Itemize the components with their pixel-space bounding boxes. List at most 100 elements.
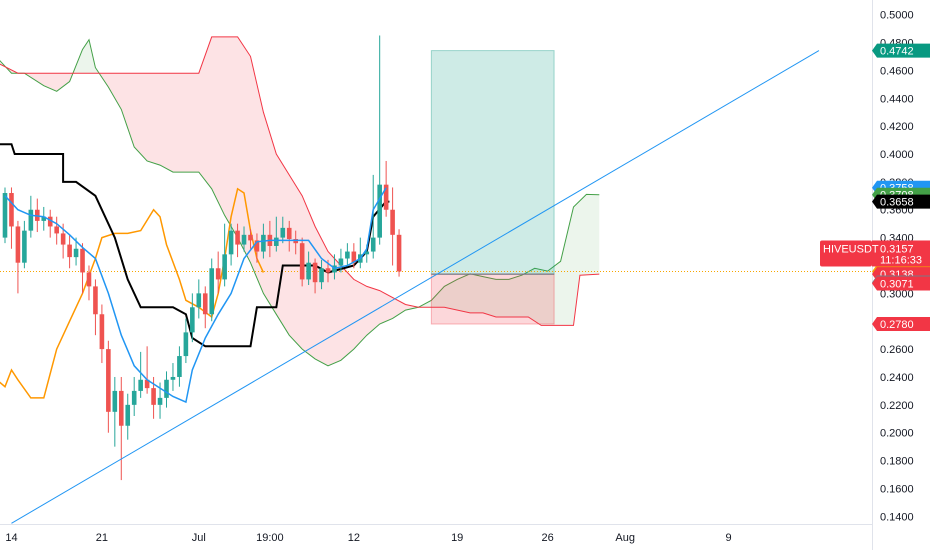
time-axis[interactable]: 14 21 Jul 19:00 12 19 26 Aug 9 <box>0 524 872 550</box>
price-tick-label: 0.5000 <box>880 10 914 22</box>
candle <box>99 304 105 364</box>
candle-body <box>99 314 105 350</box>
candle-body <box>202 293 208 315</box>
cloud-fill <box>100 36 419 366</box>
candle-body <box>93 286 98 315</box>
candle-body <box>364 251 370 255</box>
candle-body <box>390 209 395 235</box>
candle-body <box>118 390 124 426</box>
cloud-fill <box>26 69 75 92</box>
price-badge-label: 0.4742 <box>880 46 914 58</box>
candle <box>15 220 21 294</box>
candle-body <box>345 251 350 259</box>
candle-body <box>286 227 292 240</box>
time-tick-label: 14 <box>5 532 17 544</box>
candle-body <box>299 243 305 280</box>
trendline-line <box>11 50 820 524</box>
senkou-span-b <box>0 36 600 326</box>
tenkan-sen <box>4 187 387 404</box>
candle <box>22 220 27 269</box>
price-badge-bg <box>872 276 930 291</box>
price-tick-label: 0.1600 <box>880 483 914 495</box>
long-position-tool[interactable] <box>430 50 555 325</box>
candle <box>222 223 227 287</box>
candle-body <box>351 251 357 263</box>
candle <box>396 229 402 277</box>
time-tick-label: 21 <box>96 532 108 544</box>
candle-body <box>164 379 169 398</box>
time-tick-label: 19 <box>451 532 463 544</box>
candle <box>241 226 247 252</box>
candle-body <box>209 268 215 315</box>
candle-body <box>248 234 253 241</box>
symbol-price-label: 0.3157 <box>880 243 914 255</box>
countdown-label: 11:16:33 <box>880 254 922 266</box>
price-tick-label: 0.4400 <box>880 93 914 105</box>
candle-body <box>73 248 79 258</box>
candle <box>183 318 189 364</box>
trendline[interactable] <box>11 50 820 524</box>
candle <box>306 251 311 285</box>
candle-body <box>157 397 163 405</box>
price-tick-label: 0.2400 <box>880 372 914 384</box>
candle <box>106 340 111 433</box>
candles <box>2 35 402 481</box>
candle-body <box>274 237 279 246</box>
candle <box>177 346 182 387</box>
time-tick-label: 12 <box>348 532 360 544</box>
price-tick-label: 0.2200 <box>880 400 914 412</box>
time-tick-label: Aug <box>615 532 635 544</box>
candle-body <box>9 193 14 227</box>
time-tick-label: Jul <box>192 532 206 544</box>
candle-body <box>41 216 47 221</box>
candle <box>338 248 344 273</box>
candle-body <box>106 349 111 412</box>
candle-body <box>370 237 376 252</box>
candle-body <box>144 379 150 389</box>
candle-body <box>377 184 382 238</box>
candle <box>377 35 382 245</box>
candle-body <box>319 268 324 283</box>
price-tick-label: 0.2000 <box>880 428 914 440</box>
price-badge: 0.4742 <box>872 43 930 58</box>
candle-body <box>254 240 260 252</box>
candle <box>118 376 124 481</box>
candle <box>248 229 253 249</box>
time-tick-label: 19:00 <box>256 532 284 544</box>
price-tick-label: 0.4000 <box>880 149 914 161</box>
countdown-badge-bg <box>872 240 930 267</box>
candle-body <box>86 272 92 287</box>
candle-body <box>396 234 402 272</box>
candle-body <box>241 234 247 245</box>
candle-body <box>112 390 118 412</box>
candle-body <box>131 390 137 405</box>
price-badge: 0.3658 <box>872 194 930 209</box>
candle <box>196 279 202 319</box>
candle <box>345 243 350 266</box>
price-badge-bg <box>872 43 930 58</box>
price-badge-bg <box>872 194 930 209</box>
candle <box>286 220 292 252</box>
candle <box>390 187 395 266</box>
symbol-label: HIVEUSDT <box>823 243 879 255</box>
candle-body <box>196 293 202 308</box>
candle <box>80 243 85 294</box>
candle-body <box>22 230 27 263</box>
candle <box>280 216 286 244</box>
candle-body <box>60 233 66 245</box>
candle-body <box>235 230 240 245</box>
candle-body <box>138 379 143 391</box>
candle-body <box>47 216 53 227</box>
candle-body <box>125 404 131 426</box>
candle-body <box>190 307 195 333</box>
candle <box>131 376 137 416</box>
price-badge-label: 0.3658 <box>880 197 914 209</box>
candle <box>274 216 279 252</box>
candle <box>54 216 59 245</box>
candle-body <box>338 258 344 266</box>
candle-body <box>306 262 311 280</box>
candle-body <box>222 254 227 280</box>
